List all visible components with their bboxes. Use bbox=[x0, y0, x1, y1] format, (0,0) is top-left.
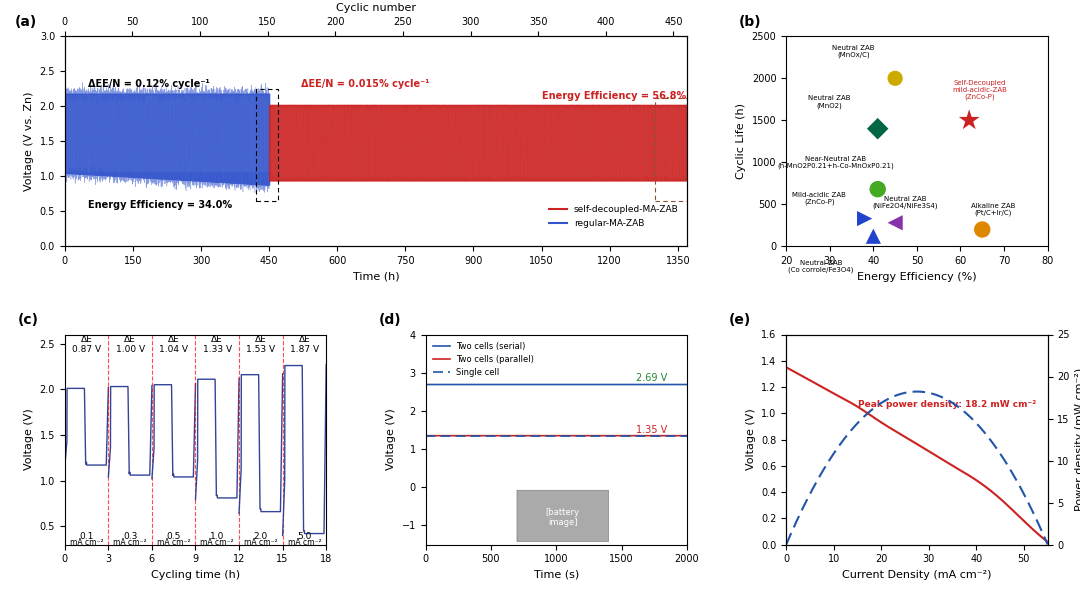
Text: Mild-acidic ZAB
(ZnCo-P): Mild-acidic ZAB (ZnCo-P) bbox=[793, 192, 847, 205]
Point bbox=[869, 124, 887, 134]
Text: mA cm⁻²: mA cm⁻² bbox=[70, 537, 104, 546]
Text: mA cm⁻²: mA cm⁻² bbox=[287, 537, 321, 546]
Text: ΔEE/N = 0.12% cycle⁻¹: ΔEE/N = 0.12% cycle⁻¹ bbox=[87, 79, 210, 90]
Text: ΔEE/N = 0.015% cycle⁻¹: ΔEE/N = 0.015% cycle⁻¹ bbox=[301, 79, 430, 90]
Text: Energy Efficiency = 56.8%: Energy Efficiency = 56.8% bbox=[541, 91, 686, 101]
Legend: self-decoupled-MA-ZAB, regular-MA-ZAB: self-decoupled-MA-ZAB, regular-MA-ZAB bbox=[545, 201, 683, 231]
Two cells (parallel) bbox=[680, 432, 693, 439]
Single cell bbox=[680, 433, 693, 440]
Text: (c): (c) bbox=[17, 313, 39, 327]
Two cells (serial) bbox=[518, 381, 531, 388]
Text: 5.0: 5.0 bbox=[297, 532, 312, 541]
Text: (d): (d) bbox=[378, 313, 401, 327]
Text: Energy Efficiency = 34.0%: Energy Efficiency = 34.0% bbox=[87, 200, 231, 210]
Text: 1.87 V: 1.87 V bbox=[289, 345, 319, 354]
Text: mA cm⁻²: mA cm⁻² bbox=[157, 537, 190, 546]
X-axis label: Current Density (mA cm⁻²): Current Density (mA cm⁻²) bbox=[842, 570, 991, 580]
Text: ΔE: ΔE bbox=[255, 335, 267, 344]
Two cells (serial) bbox=[467, 381, 480, 388]
Text: 1.0: 1.0 bbox=[211, 532, 225, 541]
Text: mA cm⁻²: mA cm⁻² bbox=[113, 537, 147, 546]
Text: 2.0: 2.0 bbox=[254, 532, 268, 541]
Text: 1.53 V: 1.53 V bbox=[246, 345, 275, 354]
Text: 0.3: 0.3 bbox=[123, 532, 137, 541]
Two cells (parallel) bbox=[615, 432, 627, 439]
Point bbox=[887, 73, 904, 83]
Text: 0.1: 0.1 bbox=[80, 532, 94, 541]
Text: ΔE: ΔE bbox=[298, 335, 310, 344]
Single cell bbox=[615, 433, 627, 440]
Text: 1.33 V: 1.33 V bbox=[203, 345, 232, 354]
Text: ΔE: ΔE bbox=[81, 335, 93, 344]
Text: (a): (a) bbox=[15, 15, 38, 29]
Point bbox=[856, 214, 874, 223]
FancyBboxPatch shape bbox=[517, 490, 608, 541]
Two cells (parallel) bbox=[467, 432, 480, 439]
Two cells (parallel) bbox=[589, 432, 602, 439]
Two cells (parallel) bbox=[518, 432, 531, 439]
Legend: Two cells (serial), Two cells (parallel), Single cell: Two cells (serial), Two cells (parallel)… bbox=[430, 339, 538, 381]
Text: Neutral ZAB
(NiFe2O4/NiFe3S4): Neutral ZAB (NiFe2O4/NiFe3S4) bbox=[873, 196, 939, 209]
Two cells (parallel) bbox=[634, 432, 647, 439]
Single cell bbox=[467, 433, 480, 440]
Y-axis label: Power density (mW cm⁻²): Power density (mW cm⁻²) bbox=[1076, 368, 1080, 511]
Y-axis label: Voltage (V): Voltage (V) bbox=[745, 408, 756, 470]
X-axis label: Time (h): Time (h) bbox=[352, 272, 400, 281]
Two cells (parallel) bbox=[419, 432, 432, 439]
Single cell bbox=[518, 433, 531, 440]
Text: mA cm⁻²: mA cm⁻² bbox=[244, 537, 278, 546]
Y-axis label: Cyclic Life (h): Cyclic Life (h) bbox=[737, 103, 746, 179]
X-axis label: Cyclic number: Cyclic number bbox=[336, 3, 416, 13]
Single cell bbox=[419, 433, 432, 440]
X-axis label: Energy Efficiency (%): Energy Efficiency (%) bbox=[858, 272, 976, 281]
Point bbox=[973, 224, 990, 234]
Text: 2.69 V: 2.69 V bbox=[636, 373, 667, 384]
Two cells (serial) bbox=[615, 381, 627, 388]
Two cells (serial) bbox=[634, 381, 647, 388]
Text: Self-Decoupled
mild-acidic-ZAB
(ZnCo-P): Self-Decoupled mild-acidic-ZAB (ZnCo-P) bbox=[953, 80, 1007, 100]
Text: (e): (e) bbox=[729, 313, 751, 327]
Point bbox=[960, 116, 977, 125]
Text: 1.04 V: 1.04 V bbox=[159, 345, 188, 354]
Text: ΔE: ΔE bbox=[124, 335, 136, 344]
Text: ΔE: ΔE bbox=[167, 335, 179, 344]
Text: (b): (b) bbox=[739, 15, 761, 29]
Text: Neutral ZAB
(MnOx/C): Neutral ZAB (MnOx/C) bbox=[832, 45, 875, 58]
Text: mA cm⁻²: mA cm⁻² bbox=[201, 537, 234, 546]
Text: ΔE: ΔE bbox=[212, 335, 224, 344]
Point bbox=[869, 185, 887, 194]
X-axis label: Time (s): Time (s) bbox=[534, 570, 579, 580]
Text: 1.00 V: 1.00 V bbox=[116, 345, 145, 354]
Text: Neutral ZAB
(Co corrole/Fe3O4): Neutral ZAB (Co corrole/Fe3O4) bbox=[788, 260, 854, 273]
Text: 0.87 V: 0.87 V bbox=[72, 345, 102, 354]
Text: Near-Neutral ZAB
(h-MnO2P0.21+h-Co-MnOxP0.21): Near-Neutral ZAB (h-MnO2P0.21+h-Co-MnOxP… bbox=[778, 155, 894, 169]
Two cells (serial) bbox=[680, 381, 693, 388]
Single cell bbox=[589, 433, 602, 440]
Single cell bbox=[634, 433, 647, 440]
Two cells (serial) bbox=[589, 381, 602, 388]
Y-axis label: Voltage (V): Voltage (V) bbox=[386, 408, 396, 470]
Single cell bbox=[576, 433, 589, 440]
Point bbox=[865, 231, 882, 241]
Text: 0.5: 0.5 bbox=[166, 532, 180, 541]
Y-axis label: Voltage (V): Voltage (V) bbox=[24, 408, 35, 470]
Text: [battery
image]: [battery image] bbox=[545, 508, 580, 528]
Point bbox=[887, 218, 904, 227]
Text: Alkaline ZAB
(Pt/C+Ir/C): Alkaline ZAB (Pt/C+Ir/C) bbox=[971, 203, 1015, 216]
Text: Peak power density: 18.2 mW cm⁻²: Peak power density: 18.2 mW cm⁻² bbox=[858, 400, 1036, 409]
Two cells (serial) bbox=[419, 381, 432, 388]
Y-axis label: Voltage (V vs. Zn): Voltage (V vs. Zn) bbox=[24, 91, 35, 191]
Text: Neutral ZAB
(MnO2): Neutral ZAB (MnO2) bbox=[808, 95, 850, 108]
X-axis label: Cycling time (h): Cycling time (h) bbox=[151, 570, 240, 580]
Two cells (serial) bbox=[576, 381, 589, 388]
Two cells (parallel) bbox=[576, 432, 589, 439]
Text: 1.35 V: 1.35 V bbox=[636, 425, 667, 434]
